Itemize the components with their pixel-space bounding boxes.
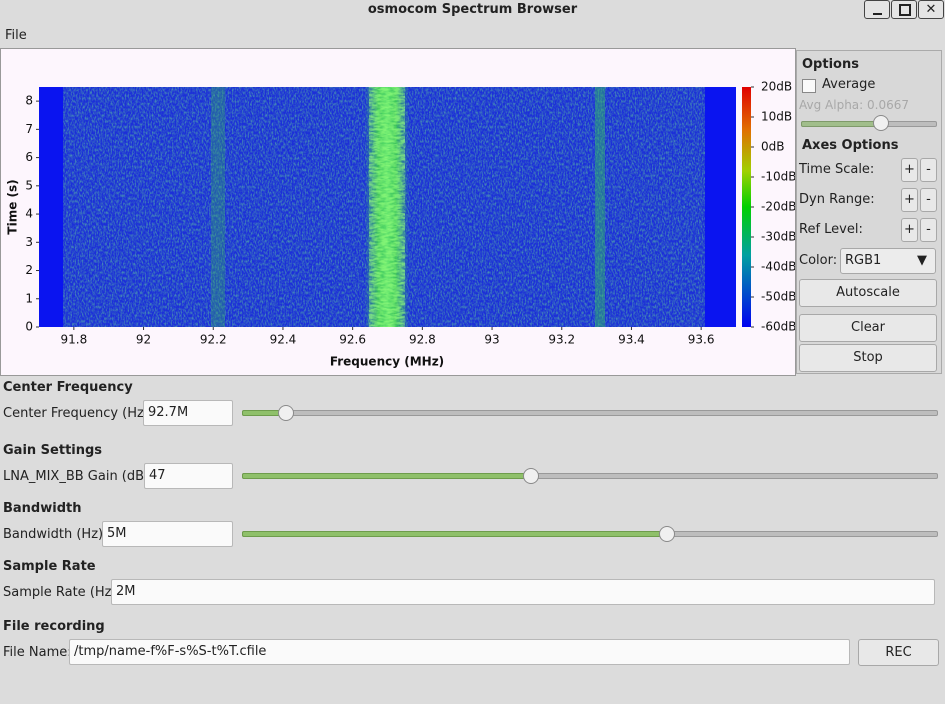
maximize-button[interactable] [891, 0, 917, 19]
close-button[interactable]: ✕ [918, 0, 944, 19]
x-tick-label: 92 [136, 333, 151, 347]
colorbar-tick-label: 20dB [761, 80, 792, 94]
avg-alpha-fill [801, 121, 881, 127]
y-tick-label: 8 [25, 94, 33, 108]
color-label: Color: [799, 253, 838, 268]
y-tick-label: 2 [25, 263, 33, 277]
rec-button[interactable]: REC [858, 639, 939, 666]
y-tick-label: 4 [25, 207, 33, 221]
minus-button[interactable]: - [920, 188, 937, 212]
autoscale-button[interactable]: Autoscale [799, 279, 937, 307]
menu-file[interactable]: File [5, 28, 27, 43]
field-label: LNA_MIX_BB Gain (dB): [3, 469, 154, 484]
x-tick-label: 92.2 [200, 333, 227, 347]
field-label: Center Frequency (Hz): [3, 406, 154, 421]
x-axis-label: Frequency (MHz) [330, 355, 444, 369]
section-title: Center Frequency [3, 380, 133, 395]
y-tick-label: 0 [25, 320, 33, 334]
slider[interactable] [278, 405, 294, 421]
axes-options-title: Axes Options [802, 138, 899, 153]
colorbar-tick-label: -60dB [761, 320, 796, 334]
text-input[interactable]: 47 [144, 463, 233, 489]
colorbar-tick-label: -20dB [761, 200, 796, 214]
waterfall-panel: Frequency (MHz) Time (s) 91.8 92 92.2 92.4 9… [0, 48, 796, 376]
clear-button[interactable]: Clear [799, 314, 937, 342]
y-tick-label: 5 [25, 178, 33, 192]
axes: 91.8 92 92.2 92.4 92.6 92.8 93 93.2 93.4 93.6 0 1 2 3… [25, 80, 796, 347]
section-title: File recording [3, 619, 105, 634]
field-label: Bandwidth (Hz): [3, 527, 108, 542]
text-input[interactable]: 5M [102, 521, 233, 547]
text-input[interactable]: 92.7M [143, 400, 233, 426]
slider-fill [242, 531, 669, 537]
signal-trace [211, 87, 225, 327]
section-title: Gain Settings [3, 443, 103, 458]
stop-button[interactable]: Stop [799, 344, 937, 372]
slider-track [242, 410, 938, 416]
y-tick-label: 1 [25, 291, 33, 305]
field-label: Sample Rate (Hz): [3, 585, 121, 600]
waterfall-edge [705, 87, 736, 327]
slider-fill [242, 473, 533, 479]
signal-trace [595, 87, 605, 327]
avg-alpha-label: Avg Alpha: 0.0667 [799, 98, 910, 112]
x-tick-label: 92.8 [409, 333, 436, 347]
waterfall-edge [39, 87, 63, 327]
text-input[interactable]: /tmp/name-f%F-s%S-t%T.cfile [69, 639, 850, 665]
axes-row-label: Ref Level: [799, 222, 863, 237]
colorbar-tick-label: 10dB [761, 110, 792, 124]
slider[interactable] [659, 526, 675, 542]
signal-band-texture [369, 87, 405, 327]
x-tick-label: 91.8 [60, 333, 87, 347]
y-tick-label: 6 [25, 150, 33, 164]
window-title: osmocom Spectrum Browser [367, 2, 578, 17]
x-tick-label: 93 [484, 333, 499, 347]
minus-button[interactable]: - [920, 158, 937, 182]
colorbar-tick-label: -10dB [761, 170, 796, 184]
colorbar-tick-label: 0dB [761, 140, 784, 154]
average-label: Average [822, 77, 876, 92]
minimize-button[interactable] [864, 0, 890, 19]
y-tick-label: 7 [25, 122, 33, 136]
axes-row-label: Time Scale: [799, 162, 875, 177]
axes-row-label: Dyn Range: [799, 192, 875, 207]
section-title: Sample Rate [3, 559, 96, 574]
colorbar [742, 87, 751, 327]
average-checkbox[interactable] [802, 79, 816, 93]
field-label: File Name: [3, 645, 72, 660]
x-tick-label: 93.4 [618, 333, 645, 347]
avg-alpha-slider[interactable] [873, 115, 889, 131]
plus-button[interactable]: + [901, 158, 918, 182]
slider[interactable] [523, 468, 539, 484]
colorbar-tick-label: -40dB [761, 260, 796, 274]
x-tick-label: 93.2 [548, 333, 575, 347]
x-tick-label: 93.6 [688, 333, 715, 347]
section-title: Bandwidth [3, 501, 82, 516]
text-input[interactable]: 2M [111, 579, 935, 605]
plus-button[interactable]: + [901, 188, 918, 212]
x-tick-label: 92.6 [339, 333, 366, 347]
plus-button[interactable]: + [901, 218, 918, 242]
colorbar-tick-label: -50dB [761, 290, 796, 304]
options-title: Options [802, 57, 859, 72]
color-dropdown[interactable]: RGB1 ▼ [840, 248, 936, 274]
y-tick-label: 3 [25, 235, 33, 249]
y-axis-label: Time (s) [6, 179, 20, 234]
colorbar-tick-label: -30dB [761, 230, 796, 244]
minus-button[interactable]: - [920, 218, 937, 242]
x-tick-label: 92.4 [270, 333, 297, 347]
color-value: RGB1 [845, 253, 882, 268]
